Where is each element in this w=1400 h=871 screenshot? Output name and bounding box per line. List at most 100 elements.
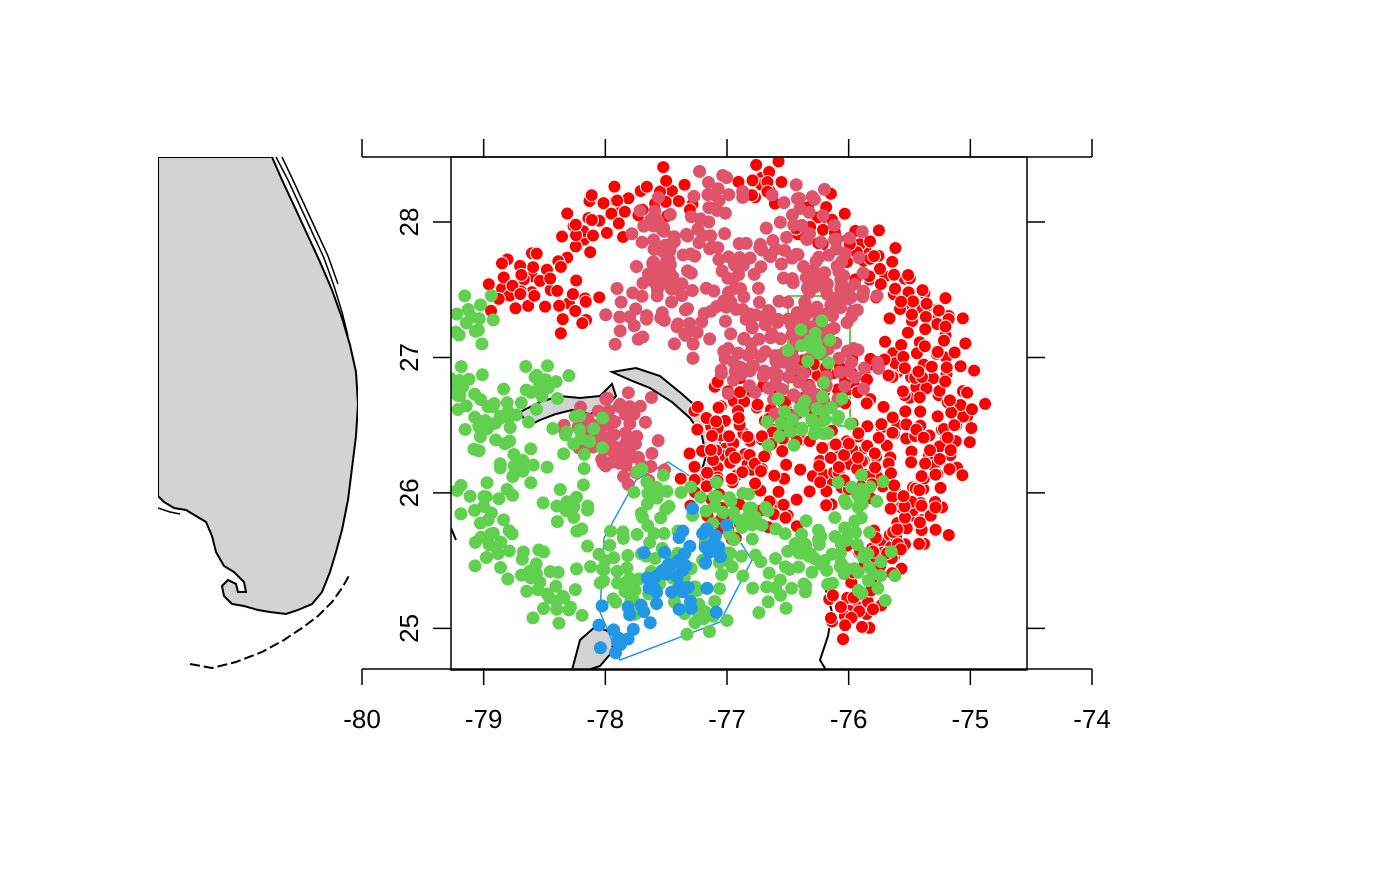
point-cloud-blue xyxy=(672,602,686,616)
point-cloud-green xyxy=(858,547,872,561)
point-cloud-pink xyxy=(781,295,795,309)
point-cloud-red xyxy=(819,498,834,513)
point-cloud-pink xyxy=(647,233,661,247)
point-cloud-green xyxy=(475,337,489,351)
point-cloud-pink xyxy=(610,282,624,296)
point-cloud-red xyxy=(750,397,765,412)
point-cloud-green xyxy=(531,583,545,597)
x-tick-label: -75 xyxy=(952,704,990,734)
point-cloud-red xyxy=(871,223,886,238)
point-cloud-red xyxy=(604,206,619,221)
point-cloud-red xyxy=(550,283,565,298)
point-cloud-green xyxy=(562,369,576,383)
point-cloud-pink xyxy=(800,306,814,320)
point-cloud-green xyxy=(808,552,822,566)
point-cloud-green xyxy=(562,603,576,617)
point-cloud-green xyxy=(828,511,842,525)
point-cloud-green xyxy=(487,397,501,411)
point-cloud-green xyxy=(657,527,671,541)
point-cloud-green xyxy=(808,326,822,340)
point-cloud-red xyxy=(607,179,622,194)
point-cloud-blue xyxy=(706,537,720,551)
point-cloud-green xyxy=(491,547,505,561)
point-cloud-green xyxy=(820,563,834,577)
point-cloud-pink xyxy=(650,289,664,303)
point-cloud-red xyxy=(753,464,768,479)
point-cloud-pink xyxy=(820,287,834,301)
point-cloud-green xyxy=(815,314,829,328)
point-cloud-green xyxy=(482,538,496,552)
point-cloud-green xyxy=(659,502,673,516)
point-cloud-red xyxy=(776,497,791,512)
point-cloud-red xyxy=(916,430,931,445)
point-cloud-pink xyxy=(765,188,779,202)
point-cloud-green xyxy=(795,423,809,437)
point-cloud-red xyxy=(610,193,625,208)
point-cloud-pink xyxy=(637,219,651,233)
point-cloud-green xyxy=(723,546,737,560)
point-cloud-red xyxy=(938,319,953,334)
point-cloud-green xyxy=(712,582,726,596)
point-cloud-red xyxy=(596,196,611,211)
point-cloud-green xyxy=(454,360,468,374)
point-cloud-blue xyxy=(699,522,713,536)
point-cloud-green xyxy=(481,513,495,527)
point-cloud-green xyxy=(837,493,851,507)
point-cloud-pink xyxy=(777,196,791,210)
point-cloud-green xyxy=(540,359,554,373)
point-cloud-green xyxy=(580,503,594,517)
point-cloud-pink xyxy=(792,191,806,205)
point-cloud-red xyxy=(538,299,553,314)
point-cloud-pink xyxy=(720,171,734,185)
point-cloud-blue xyxy=(650,585,664,599)
point-cloud-pink xyxy=(832,351,846,365)
point-cloud-green xyxy=(805,565,819,579)
point-cloud-green xyxy=(507,447,521,461)
point-cloud-green xyxy=(715,568,729,582)
point-cloud-red xyxy=(850,450,865,465)
point-cloud-green xyxy=(486,313,500,327)
point-cloud-green xyxy=(493,409,507,423)
point-cloud-red xyxy=(914,469,929,484)
point-cloud-red xyxy=(906,294,921,309)
point-cloud-green xyxy=(850,538,864,552)
point-cloud-red xyxy=(867,446,882,461)
point-cloud-red xyxy=(962,435,977,450)
point-cloud-green xyxy=(650,481,664,495)
point-cloud-pink xyxy=(655,222,669,236)
point-cloud-red xyxy=(915,283,930,298)
point-cloud-green xyxy=(785,413,799,427)
point-cloud-pink xyxy=(855,225,869,239)
point-cloud-red xyxy=(724,471,739,486)
point-cloud-green xyxy=(725,560,739,574)
point-cloud-green xyxy=(773,573,787,587)
point-cloud-green xyxy=(745,532,759,546)
point-cloud-red xyxy=(868,460,883,475)
point-cloud-green xyxy=(529,567,543,581)
point-cloud-pink xyxy=(613,310,627,324)
point-cloud-pink xyxy=(748,385,762,399)
point-cloud-red xyxy=(599,225,614,240)
point-cloud-green xyxy=(729,511,743,525)
point-cloud-blue xyxy=(684,601,698,615)
point-cloud-green xyxy=(702,625,716,639)
point-cloud-red xyxy=(947,345,962,360)
point-cloud-green xyxy=(503,434,517,448)
point-cloud-green xyxy=(710,490,724,504)
point-cloud-red xyxy=(960,385,975,400)
point-cloud-green xyxy=(568,583,582,597)
point-cloud-green xyxy=(474,298,488,312)
point-cloud-red xyxy=(815,222,830,237)
point-cloud-green xyxy=(592,547,606,561)
point-cloud-green xyxy=(451,388,465,402)
point-cloud-green xyxy=(533,379,547,393)
point-cloud-red xyxy=(584,188,599,203)
point-cloud-green xyxy=(861,574,875,588)
point-cloud-pink xyxy=(781,312,795,326)
point-cloud-pink xyxy=(638,415,652,429)
point-cloud-pink xyxy=(683,316,697,330)
point-cloud-blue xyxy=(637,605,651,619)
point-cloud-pink xyxy=(797,367,811,381)
point-cloud-pink xyxy=(751,281,765,295)
point-cloud-pink xyxy=(824,306,838,320)
